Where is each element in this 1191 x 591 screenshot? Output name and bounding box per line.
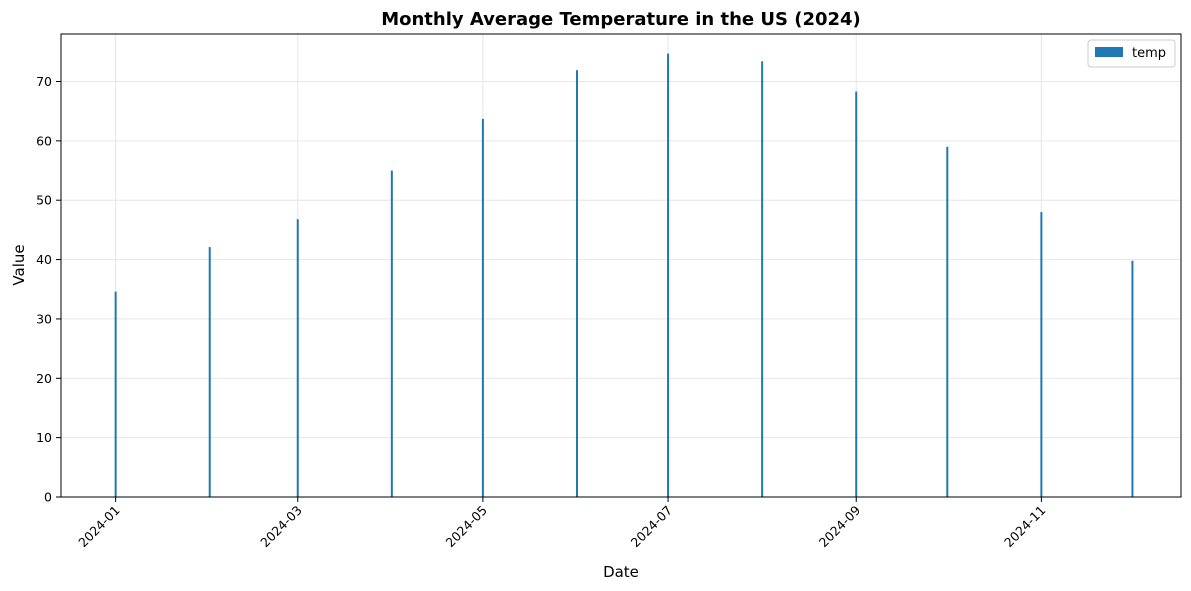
legend: temp xyxy=(1087,39,1176,68)
bar-temp-2024-11 xyxy=(1040,212,1043,498)
legend-box xyxy=(1087,39,1176,68)
chart-title: Monthly Average Temperature in the US (2… xyxy=(381,9,861,30)
bar-temp-2024-12 xyxy=(1131,260,1134,497)
y-tick-label: 40 xyxy=(36,252,52,267)
bar-temp-2024-02 xyxy=(208,247,211,497)
x-axis-label: Date xyxy=(603,563,639,581)
bar-temp-2024-10 xyxy=(946,146,949,498)
y-axis-label: Value xyxy=(10,244,28,285)
bar-temp-2024-04 xyxy=(390,170,393,497)
y-tick-label: 60 xyxy=(36,133,52,148)
bar-temp-2024-01 xyxy=(114,291,117,497)
y-axis: 0 10 20 30 40 50 60 70 xyxy=(36,74,61,505)
y-tick-label: 70 xyxy=(36,74,52,89)
bar-temp-2024-07 xyxy=(667,53,670,497)
y-tick-label: 50 xyxy=(36,193,52,208)
bar-temp-2024-05 xyxy=(481,118,484,497)
bar-temp-2024-08 xyxy=(761,61,764,498)
legend-label-temp: temp xyxy=(1132,46,1166,61)
legend-swatch-temp xyxy=(1095,47,1123,57)
bar-temp-2024-06 xyxy=(575,70,578,497)
plot-frame xyxy=(60,33,1182,498)
bar-temp-2024-03 xyxy=(296,219,299,497)
bars-layer xyxy=(114,53,1134,498)
y-tick-label: 10 xyxy=(36,430,52,445)
y-tick-label: 30 xyxy=(36,311,52,326)
y-tick-label: 20 xyxy=(36,371,52,386)
y-tick-label: 0 xyxy=(44,490,52,505)
bar-temp-2024-09 xyxy=(855,91,858,498)
